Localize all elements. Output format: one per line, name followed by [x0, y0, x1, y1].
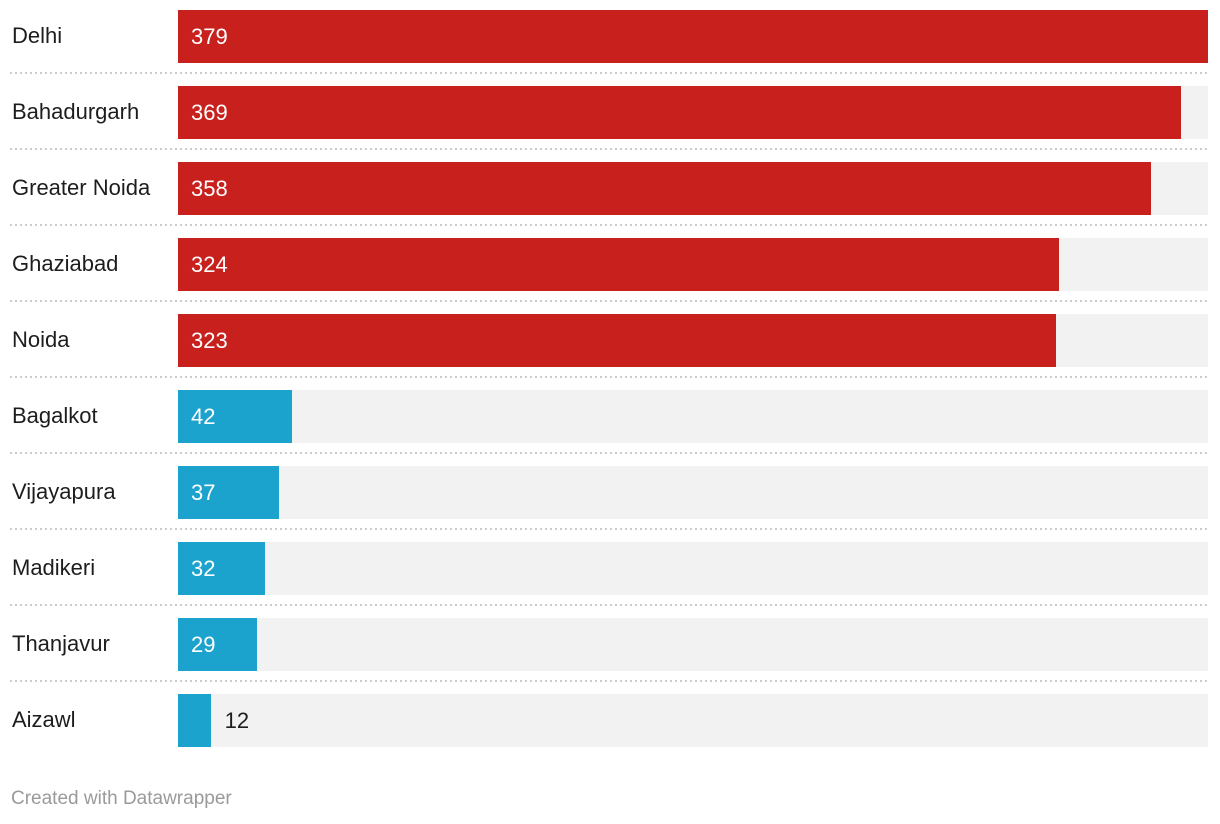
row-separator — [10, 72, 1208, 74]
chart-row: Bagalkot 42 — [0, 380, 1220, 456]
category-label: Noida — [12, 327, 70, 352]
category-label: Bahadurgarh — [12, 99, 140, 124]
category-label: Madikeri — [12, 555, 96, 580]
bar: 37 — [178, 466, 279, 519]
row-separator — [10, 604, 1208, 606]
bar-track: 29 — [178, 618, 1208, 671]
value-label: 37 — [191, 479, 216, 505]
category-label: Ghaziabad — [12, 251, 119, 276]
row-separator — [10, 224, 1208, 226]
bar-track: 42 — [178, 390, 1208, 443]
chart-row: Madikeri 32 — [0, 532, 1220, 608]
bar: 42 — [178, 390, 293, 443]
bar-track: 358 — [178, 162, 1208, 215]
bar: 358 — [178, 162, 1151, 215]
bar-track: 324 — [178, 238, 1208, 291]
bar: 369 — [178, 86, 1181, 139]
category-label: Vijayapura — [12, 479, 116, 504]
value-label: 42 — [191, 403, 216, 429]
row-separator — [10, 148, 1208, 150]
value-label: 369 — [191, 99, 228, 125]
bar-track: 12 — [178, 694, 1208, 747]
bar: 32 — [178, 542, 265, 595]
bar-track: 37 — [178, 466, 1208, 519]
row-separator — [10, 680, 1208, 682]
bar: 323 — [178, 314, 1056, 367]
category-label: Thanjavur — [12, 631, 110, 656]
chart-row: Thanjavur 29 — [0, 608, 1220, 684]
value-label: 323 — [191, 327, 228, 353]
category-label: Aizawl — [12, 707, 76, 732]
chart-row: Delhi 379 — [0, 0, 1220, 76]
value-label: 379 — [191, 23, 228, 49]
bar: 29 — [178, 618, 257, 671]
datawrapper-attribution-link[interactable]: Created with Datawrapper — [11, 788, 232, 809]
bar-track: 323 — [178, 314, 1208, 367]
bar: 12 — [178, 694, 249, 747]
value-label: 358 — [191, 175, 228, 201]
bar: 379 — [178, 10, 1208, 63]
value-label: 29 — [191, 631, 216, 657]
chart-row: Vijayapura 37 — [0, 456, 1220, 532]
category-label: Bagalkot — [12, 403, 98, 428]
chart-row: Aizawl 12 — [0, 684, 1220, 760]
bar: 324 — [178, 238, 1059, 291]
value-label: 32 — [191, 555, 216, 581]
chart-row: Bahadurgarh 369 — [0, 76, 1220, 152]
category-label: Delhi — [12, 23, 63, 48]
row-separator — [10, 452, 1208, 454]
bar-chart-rows: Delhi 379 Bahadurgarh 369 Greater Noida … — [0, 0, 1220, 760]
chart-row: Noida 323 — [0, 304, 1220, 380]
row-separator — [10, 376, 1208, 378]
chart-row: Greater Noida 358 — [0, 152, 1220, 228]
bar-track: 369 — [178, 86, 1208, 139]
category-label: Greater Noida — [12, 175, 151, 200]
bar-track: 32 — [178, 542, 1208, 595]
bar-track: 379 — [178, 10, 1208, 63]
row-separator — [10, 528, 1208, 530]
value-label: 12 — [224, 707, 250, 733]
value-label: 324 — [191, 251, 228, 277]
row-separator — [10, 300, 1208, 302]
chart-row: Ghaziabad 324 — [0, 228, 1220, 304]
